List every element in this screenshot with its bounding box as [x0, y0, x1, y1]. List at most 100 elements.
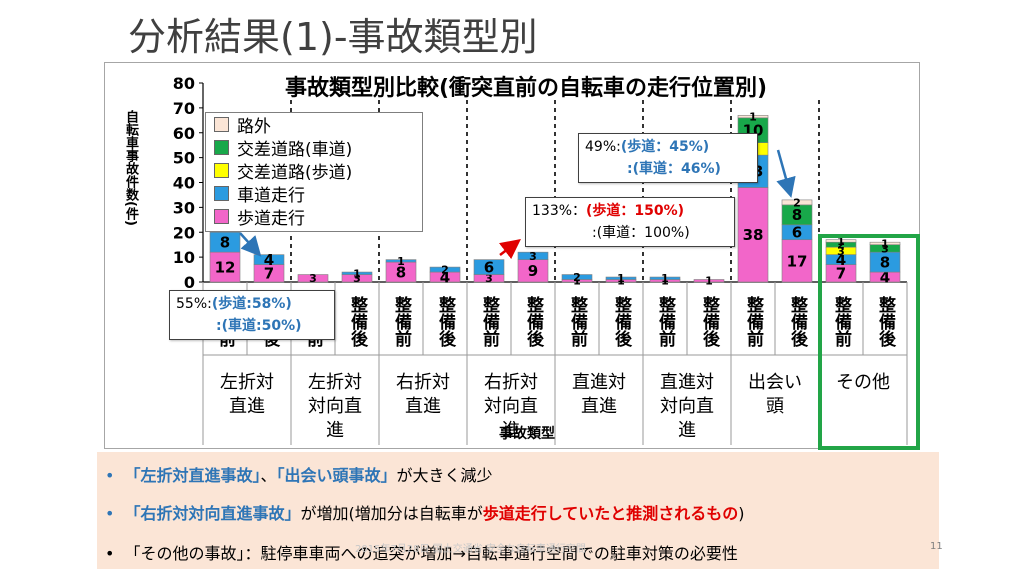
data-label: 3 — [353, 272, 361, 285]
category-label: 整備後 — [787, 295, 808, 348]
bar-segment — [825, 239, 857, 243]
summary-emph: 「右折対対向直進事故」 — [124, 504, 301, 523]
summary-text: が増加(増加分は自転車が — [300, 504, 483, 523]
group-label: 直進 — [229, 396, 265, 417]
data-label: 9 — [528, 262, 538, 280]
y-tick-label: 70 — [173, 99, 195, 118]
group-label: 直進対 — [660, 372, 714, 393]
callout-right-turn: 133%：(歩道：150%) :(車道：100%) — [525, 197, 735, 247]
group-label: 右折対 — [484, 372, 538, 393]
data-label: 1 — [397, 255, 405, 268]
data-label: 1 — [617, 272, 625, 285]
data-label: 7 — [836, 265, 846, 283]
legend-swatch — [214, 209, 229, 224]
category-label: 整備後 — [611, 295, 632, 348]
legend-item: 車道走行 — [214, 182, 422, 206]
data-label: 1 — [881, 237, 889, 250]
data-label: 7 — [264, 265, 274, 283]
summary-text: 、 — [260, 466, 277, 485]
category-label: 整備前 — [831, 295, 852, 348]
data-label: 2 — [573, 271, 581, 284]
bar-segment — [297, 274, 329, 283]
legend-label: 交差道路(歩道) — [237, 163, 353, 183]
bar-segment — [781, 199, 813, 206]
data-label: 12 — [215, 258, 236, 276]
category-label: 整備前 — [391, 295, 412, 348]
summary-emph: 「左折対直進事故」 — [124, 466, 261, 485]
callout-left-turn: 55%:(歩道:58%) :(車道:50%) — [169, 290, 335, 340]
category-label: 整備後 — [699, 295, 720, 348]
callout-roadway: :(車道:50%) — [216, 318, 302, 334]
data-label: 38 — [743, 226, 764, 244]
legend-label: 歩道走行 — [237, 209, 305, 229]
legend-item: 交差道路(車道) — [214, 136, 422, 160]
data-label: 3 — [309, 272, 317, 285]
category-label: 整備後 — [875, 295, 896, 348]
category-label: 整備後 — [523, 295, 544, 348]
bar-segment — [869, 241, 901, 245]
bar-segment — [693, 279, 725, 283]
data-label: 3 — [881, 242, 889, 255]
legend-item: 交差道路(歩道) — [214, 159, 422, 183]
bar-segment — [649, 276, 681, 280]
data-label: 3 — [529, 250, 537, 263]
data-label: 1 — [749, 111, 757, 124]
data-label: 2 — [837, 239, 845, 252]
callout-crossing: 49%:(歩道：45%) :(車道：46%) — [578, 133, 758, 183]
group-label: 進 — [678, 420, 696, 441]
y-tick-label: 30 — [173, 198, 195, 217]
group-label: 左折対 — [308, 372, 362, 393]
summary-text: が大きく減少 — [396, 466, 493, 485]
summary-bullet: • 「左折対直進事故」、「出会い頭事故」が大きく減少 — [105, 462, 493, 486]
data-label: 2 — [441, 264, 449, 277]
group-label: 対向直 — [308, 396, 362, 417]
group-label: 直進 — [405, 396, 441, 417]
group-label: 進 — [326, 420, 344, 441]
data-label: 8 — [220, 234, 230, 252]
y-tick-label: 80 — [173, 74, 195, 93]
data-label: 8 — [396, 263, 406, 281]
category-label: 整備前 — [655, 295, 676, 348]
trend-arrow-up — [499, 238, 521, 260]
footer-text: 2015年7月28日 国土交通省 安全な自転車通行空間 — [355, 544, 586, 555]
data-label: 2 — [793, 196, 801, 209]
category-label: 整備前 — [567, 295, 588, 348]
bar-segment — [209, 231, 241, 253]
data-label: 4 — [836, 251, 846, 269]
bullet-dot: • — [105, 544, 115, 563]
y-tick-label: 10 — [173, 248, 195, 267]
data-label: 8 — [792, 206, 802, 224]
bar-segment — [737, 115, 769, 119]
data-label: 17 — [787, 252, 808, 270]
y-tick-label: 40 — [173, 174, 195, 193]
summary-emph: 「出会い頭事故」 — [276, 466, 397, 485]
data-label: 6 — [792, 224, 802, 242]
callout-prefix: 55%: — [176, 296, 212, 312]
data-label: 1 — [661, 272, 669, 285]
callout-sidewalk: (歩道:58%) — [211, 296, 292, 312]
bar-segment — [429, 266, 461, 273]
legend-label: 車道走行 — [237, 186, 305, 206]
bar-segment — [781, 239, 813, 283]
highlight-other-box — [818, 234, 920, 450]
group-label: 左折対 — [220, 372, 274, 393]
group-label: 直進 — [581, 396, 617, 417]
data-label: 3 — [837, 245, 845, 258]
page-number: 11 — [930, 541, 943, 552]
group-label: その他 — [836, 372, 890, 393]
x-axis-title: 事故類型 — [499, 426, 555, 442]
data-label: 1 — [573, 275, 581, 288]
data-label: 4 — [264, 251, 274, 269]
legend-swatch — [214, 117, 229, 132]
slide-title: 分析結果(1)-事故類型別 — [128, 15, 538, 59]
callout-roadway: :(車道：100%) — [592, 225, 690, 241]
callout-prefix: 133%： — [532, 203, 587, 219]
bar-segment — [605, 276, 637, 280]
callout-sidewalk: (歩道：45%) — [620, 139, 710, 155]
summary-text: ) — [738, 504, 745, 523]
trend-arrow-down — [239, 232, 262, 257]
data-label: 1 — [705, 275, 713, 288]
bar-segment — [209, 251, 241, 283]
summary-bullet: • 「右折対対向直進事故」が増加(増加分は自転車が歩道走行していたと推測されるもの… — [105, 500, 744, 524]
group-label: 対向直 — [660, 396, 714, 417]
